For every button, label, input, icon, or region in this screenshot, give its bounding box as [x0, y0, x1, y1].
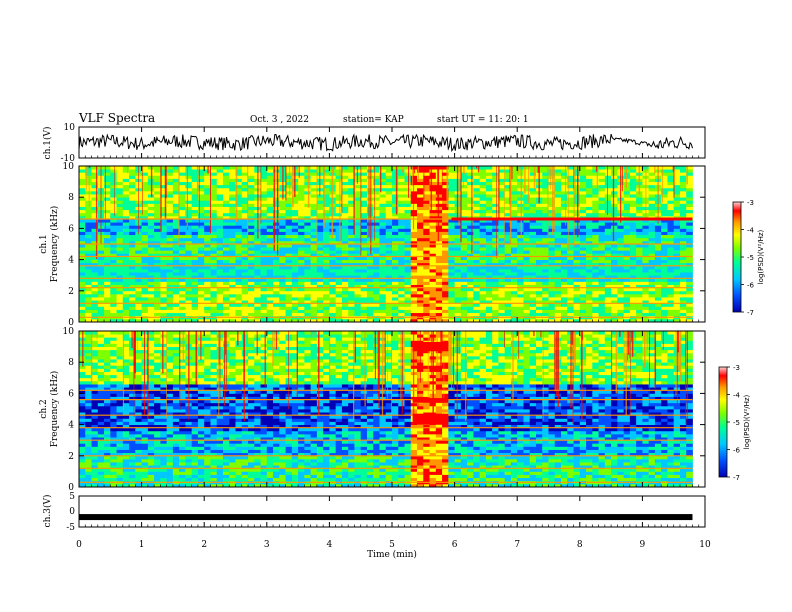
station-label: station= KAP [343, 115, 404, 125]
ch1-waveform-panel: 10 -10 ch.1(V) [42, 123, 706, 164]
ch3-ytick-bottom: -5 [66, 523, 75, 533]
ch2-spectrogram-ylabel-frequency: Frequency (kHz) [49, 371, 60, 448]
ch2-spectrogram-ylabel-channel: ch.2 [39, 399, 49, 418]
ch1-ytick-bottom: -10 [61, 154, 76, 164]
ch1-yticks: 0 2 4 6 8 10 [63, 162, 705, 328]
x-tick-label: 1 [139, 540, 145, 550]
ch3-signal-panel: 5 0 -5 ch.3(V) [42, 492, 706, 533]
ch1-ytick-top: 10 [64, 123, 76, 133]
ch2-colorbar-ticks: -3 -4 -5 -6 -7 [727, 364, 741, 482]
y-tick-label: 2 [68, 287, 74, 297]
ch1-colorbar: -3 -4 -5 -6 -7 log(PSD)(V²/Hz) [732, 199, 765, 317]
x-axis-label: Time (min) [367, 549, 417, 560]
x-tick-label: 3 [264, 540, 270, 550]
ch3-signal-ylabel: ch.3(V) [42, 495, 53, 528]
x-tick-label: 4 [327, 540, 333, 550]
x-axis: 0 1 2 3 4 5 6 7 8 9 10 [76, 127, 711, 550]
y-tick-label: 0 [68, 483, 74, 493]
ch2-yticks: 0 2 4 6 8 10 [63, 327, 705, 493]
ch1-spectrogram-ylabel-channel: ch.1 [39, 234, 49, 253]
spectrogram-burst-band [412, 413, 449, 425]
y-tick-label: 10 [63, 162, 75, 172]
colorbar-tick-label: -4 [747, 227, 755, 235]
ch2-colorbar-label: log(PSD)(V²/Hz) [743, 394, 751, 449]
y-tick-label: 2 [68, 452, 74, 462]
y-tick-label: 6 [68, 389, 74, 399]
x-tick-label: 10 [699, 540, 711, 550]
y-tick-label: 6 [68, 224, 74, 234]
start-ut-label: start UT = 11: 20: 1 [437, 115, 529, 125]
ch1-colorbar-gradient [732, 201, 742, 313]
colorbar-tick-label: -5 [733, 419, 740, 427]
y-tick-label: 8 [68, 358, 74, 368]
colorbar-tick-label: -4 [733, 392, 741, 400]
x-tick-label: 5 [389, 540, 395, 550]
ch1-spectrogram-image [79, 166, 693, 323]
ch2-colorbar-gradient [718, 366, 728, 478]
spectrogram-burst-band [412, 341, 449, 352]
y-tick-label: 10 [63, 327, 75, 337]
y-tick-label: 0 [68, 318, 74, 328]
x-tick-label: 6 [452, 540, 458, 550]
y-tick-label: 8 [68, 193, 74, 203]
ch3-ytick-top: 5 [69, 492, 75, 502]
figure-title: VLF Spectra [78, 111, 155, 125]
ch3-signal-frame [78, 495, 706, 528]
ch2-spectrogram-panel: 0 2 4 6 8 10 ch.2 Frequency (kHz) [39, 327, 706, 493]
ch1-waveform-line [78, 133, 693, 153]
y-tick-label: 4 [68, 421, 74, 431]
x-tick-label: 0 [76, 540, 82, 550]
ch3-ytick-mid: 0 [69, 507, 75, 517]
spectrogram-burst-band [412, 398, 449, 403]
ch1-spectrogram-panel: 0 2 4 6 8 10 ch.1 Frequency (kHz) [39, 162, 706, 328]
ch3-signal-trace [79, 514, 693, 521]
y-tick-label: 4 [68, 256, 74, 266]
colorbar-tick-label: -7 [733, 474, 740, 482]
colorbar-tick-label: -6 [733, 447, 741, 455]
colorbar-tick-label: -3 [733, 364, 740, 372]
x-tick-label: 8 [577, 540, 583, 550]
colorbar-tick-label: -3 [747, 199, 754, 207]
x-tick-label: 7 [514, 540, 520, 550]
x-tick-label: 2 [201, 540, 207, 550]
ch1-colorbar-ticks: -3 -4 -5 -6 -7 [741, 199, 755, 317]
colorbar-tick-label: -5 [747, 254, 754, 262]
ch1-spectrogram-ylabel-frequency: Frequency (kHz) [49, 206, 60, 283]
ch1-waveform-ylabel: ch.1(V) [42, 127, 53, 160]
x-tick-label: 9 [640, 540, 646, 550]
colorbar-tick-label: -6 [747, 282, 755, 290]
ch2-colorbar: -3 -4 -5 -6 -7 log(PSD)(V²/Hz) [718, 364, 751, 482]
colorbar-tick-label: -7 [747, 309, 754, 317]
ch1-colorbar-label: log(PSD)(V²/Hz) [757, 229, 765, 284]
ch2-spectrogram-image [79, 331, 693, 488]
date-label: Oct. 3 , 2022 [250, 115, 309, 125]
